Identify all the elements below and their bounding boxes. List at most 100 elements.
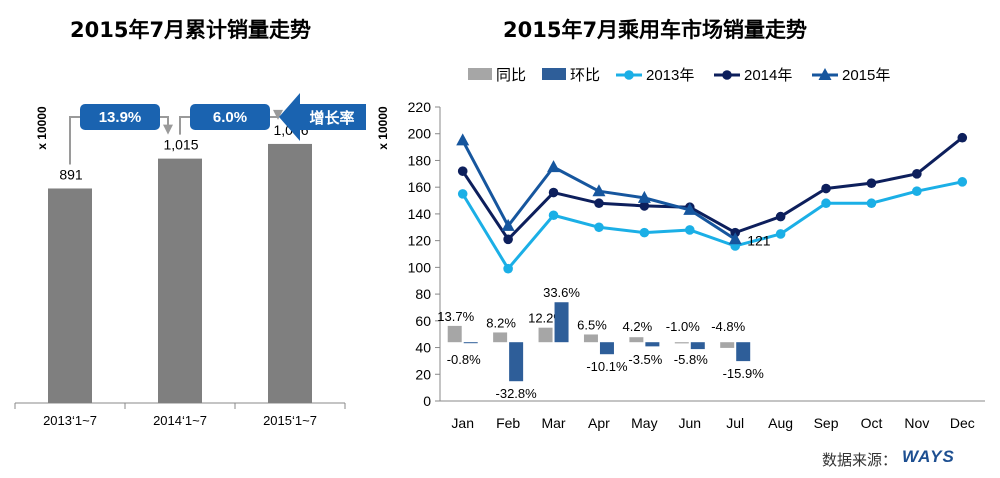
data-point — [639, 227, 650, 238]
data-point — [592, 184, 606, 197]
yoy-label: 13.7% — [437, 309, 474, 324]
y-tick-label: 180 — [408, 152, 432, 168]
mom-label: -15.9% — [723, 366, 765, 381]
yoy-bar — [583, 334, 598, 343]
x-tick-label: Sep — [814, 415, 839, 431]
mom-label: -0.8% — [447, 352, 481, 367]
x-tick-label: Dec — [950, 415, 975, 431]
y-tick-label: 200 — [408, 126, 432, 142]
growth-badge-label: 6.0% — [213, 109, 247, 126]
yoy-bar — [674, 342, 689, 344]
left-chart-title: 2015年7月累计销量走势 — [70, 18, 312, 42]
yoy-bar — [447, 325, 462, 343]
data-point — [728, 232, 742, 245]
legend-label: 环比 — [570, 67, 600, 84]
data-point — [456, 133, 470, 146]
legend-marker — [624, 70, 634, 80]
mom-label: -32.8% — [496, 386, 538, 401]
bar-value-label: 1,015 — [163, 137, 198, 153]
source-label: 数据来源： — [822, 451, 898, 469]
x-tick-label: Mar — [541, 415, 565, 431]
data-point — [866, 178, 877, 188]
legend-marker — [818, 68, 832, 80]
data-point — [866, 198, 877, 209]
x-tick-label: Feb — [496, 415, 520, 431]
data-point — [594, 222, 604, 233]
data-annotation: 121 — [747, 232, 771, 248]
data-point — [639, 201, 650, 211]
x-tick-label: Nov — [904, 415, 929, 431]
x-tick-label: 2015‘1~7 — [263, 413, 317, 428]
y-axis-label: x 10000 — [376, 106, 390, 150]
ways-logo: WAYS — [902, 447, 955, 466]
legend-label: 2013年 — [646, 67, 694, 84]
x-tick-label: Aug — [768, 415, 793, 431]
data-point — [683, 202, 697, 215]
yoy-label: -4.8% — [711, 319, 745, 334]
data-point — [547, 160, 561, 173]
y-tick-label: 140 — [408, 206, 432, 222]
data-point — [821, 198, 831, 209]
yoy-label: 6.5% — [577, 317, 607, 332]
series-line — [461, 136, 964, 241]
growth-badge — [190, 104, 270, 130]
mom-bar — [599, 342, 614, 355]
yoy-bar — [720, 342, 735, 348]
mom-bar — [509, 342, 524, 382]
mom-label: -5.8% — [674, 352, 708, 367]
yoy-label: -1.0% — [666, 319, 700, 334]
data-point — [548, 210, 559, 221]
yoy-bar — [538, 327, 553, 343]
growth-arrowhead — [163, 124, 173, 135]
growth-connector — [179, 116, 190, 135]
legend-marker — [722, 70, 732, 80]
legend-label: 2015年 — [842, 67, 890, 84]
data-point — [503, 234, 513, 245]
x-tick-label: Apr — [588, 415, 610, 431]
y-tick-label: 40 — [415, 340, 431, 356]
growth-rate-arrow: 增长率 — [279, 93, 366, 141]
data-point — [957, 132, 968, 143]
data-point — [548, 187, 559, 198]
mom-bar — [690, 342, 705, 350]
mom-label: 33.6% — [543, 285, 580, 300]
mom-bar — [645, 342, 660, 347]
legend-label: 同比 — [496, 67, 526, 84]
yoy-label: 8.2% — [486, 315, 516, 330]
legend: 同比 环比 2013年 2014年 2015年 — [468, 67, 890, 84]
data-point — [775, 229, 786, 239]
x-tick-label: Oct — [861, 415, 883, 431]
x-tick-label: 2013‘1~7 — [43, 413, 97, 428]
mom-bar — [554, 302, 569, 343]
x-tick-label: Jan — [451, 415, 474, 431]
series-line — [461, 180, 963, 271]
yoy-bar — [629, 337, 644, 343]
data-point — [457, 189, 468, 199]
bar-value-label: 891 — [59, 166, 83, 182]
legend-label: 2014年 — [744, 67, 792, 84]
y-tick-label: 60 — [415, 313, 431, 329]
right-chart-title: 2015年7月乘用车市场销量走势 — [503, 18, 808, 42]
growth-badge-label: 13.9% — [99, 109, 142, 126]
x-tick-label: 2014‘1~7 — [153, 413, 207, 428]
data-point — [775, 211, 786, 222]
mom-bar — [736, 342, 751, 362]
y-tick-label: 220 — [408, 99, 432, 115]
y-tick-label: 160 — [408, 179, 432, 195]
data-point — [957, 177, 968, 187]
data-point — [637, 190, 651, 203]
growth-arrowhead — [273, 109, 283, 120]
yoy-label: 4.2% — [623, 319, 653, 334]
bar — [48, 188, 92, 403]
mom-label: -3.5% — [628, 352, 662, 367]
data-point — [912, 186, 922, 196]
x-tick-label: Jun — [679, 415, 702, 431]
yoy-bar — [493, 332, 508, 343]
y-tick-label: 80 — [415, 286, 431, 302]
data-point — [457, 166, 468, 176]
y-tick-label: 20 — [415, 366, 431, 382]
data-point — [684, 225, 695, 235]
data-point — [501, 218, 515, 231]
